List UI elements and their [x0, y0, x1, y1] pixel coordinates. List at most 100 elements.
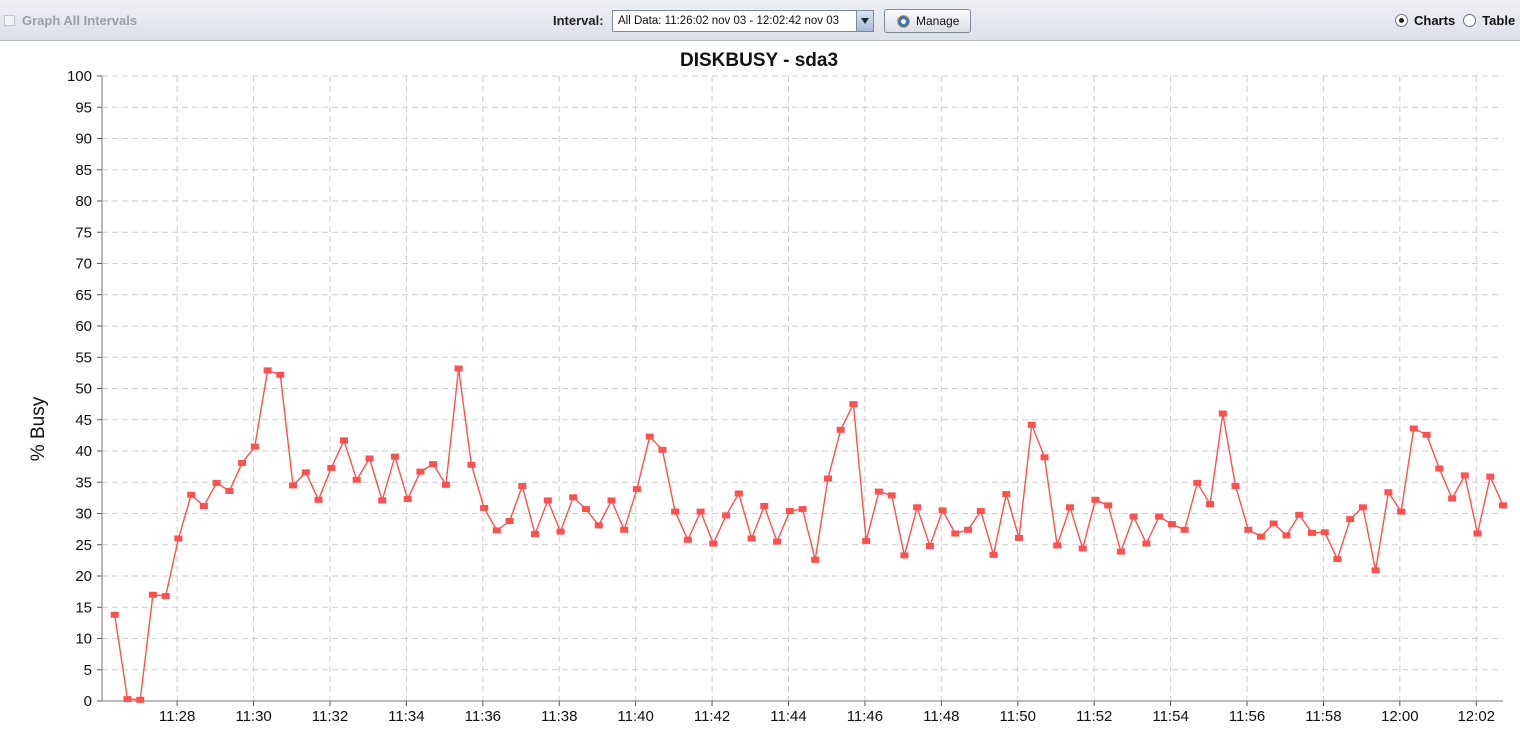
data-point	[1460, 472, 1469, 479]
data-point	[340, 437, 348, 444]
data-point	[913, 504, 922, 511]
data-point	[582, 506, 590, 513]
x-tick-label: 11:32	[312, 708, 348, 725]
y-tick-label: 40	[75, 443, 92, 460]
y-tick-label: 70	[75, 256, 92, 273]
data-point	[1206, 501, 1215, 508]
clock-icon	[897, 14, 910, 28]
data-point	[1269, 520, 1278, 527]
table-radio-label[interactable]: Table	[1482, 13, 1516, 28]
data-point	[238, 459, 247, 466]
chevron-down-icon[interactable]	[856, 11, 873, 31]
data-point	[1155, 513, 1164, 520]
y-tick-label: 60	[75, 318, 92, 335]
data-point	[1499, 502, 1507, 509]
data-point	[301, 469, 310, 476]
data-point	[874, 488, 883, 495]
data-point	[1002, 491, 1011, 498]
y-tick-label: 90	[75, 131, 92, 148]
x-tick-label: 11:48	[923, 708, 959, 725]
data-point	[976, 508, 985, 514]
y-tick-label: 85	[75, 162, 92, 179]
data-point	[1358, 504, 1367, 511]
data-point	[709, 540, 718, 547]
x-tick-label: 11:42	[694, 708, 730, 725]
table-radio[interactable]	[1463, 14, 1477, 27]
data-point	[1435, 465, 1444, 472]
data-point	[1142, 540, 1151, 547]
data-point	[1027, 421, 1036, 428]
axes: 0 5 10 15 20 25 30 35 40 45 50 55 60 65 70 75 80 85 90 95 10…	[67, 68, 1503, 725]
data-point	[1486, 473, 1495, 480]
data-point	[161, 593, 170, 599]
data-point	[174, 535, 183, 542]
data-point	[1091, 496, 1100, 503]
data-point	[1422, 431, 1431, 438]
chart-title: DISKBUSY - sda3	[680, 50, 838, 71]
data-point	[1257, 533, 1265, 540]
graph-all-intervals-checkbox[interactable]	[4, 15, 15, 26]
data-point	[620, 526, 629, 533]
data-point	[314, 496, 323, 503]
y-tick-label: 55	[75, 349, 92, 366]
y-tick-label: 30	[75, 506, 92, 523]
data-point	[429, 461, 438, 468]
data-point	[531, 531, 539, 538]
data-point	[734, 490, 743, 497]
data-point	[518, 483, 527, 489]
graph-all-intervals-toggle[interactable]: Graph All Intervals	[4, 13, 137, 28]
data-point	[1015, 534, 1023, 541]
data-point	[1218, 410, 1227, 417]
data-point	[1333, 556, 1342, 563]
data-point	[607, 497, 616, 504]
manage-button[interactable]: Manage	[884, 9, 971, 33]
data-point	[887, 492, 896, 499]
data-point	[1167, 521, 1176, 528]
data-point	[403, 496, 412, 503]
x-tick-label: 11:52	[1076, 708, 1112, 725]
data-point	[722, 512, 731, 519]
x-tick-label: 11:28	[159, 708, 195, 725]
data-point	[836, 426, 845, 433]
data-point	[212, 479, 221, 486]
data-point	[187, 491, 196, 498]
data-point	[1053, 542, 1062, 549]
data-point	[416, 468, 425, 475]
data-point	[492, 527, 501, 534]
data-point	[505, 518, 514, 524]
data-point	[658, 446, 667, 453]
charts-radio[interactable]	[1395, 14, 1408, 27]
data-point	[1066, 504, 1074, 511]
data-point	[480, 504, 489, 511]
data-point	[378, 497, 387, 504]
graph-all-intervals-label: Graph All Intervals	[22, 13, 138, 28]
x-tick-label: 11:50	[1000, 708, 1036, 725]
data-point	[696, 508, 705, 515]
x-tick-label: 11:34	[388, 708, 424, 725]
data-point	[1371, 567, 1380, 574]
data-point	[1078, 545, 1087, 552]
x-tick-label: 11:56	[1229, 708, 1265, 725]
data-point	[543, 497, 552, 504]
toolbar: Graph All Intervals Interval: All Data: …	[0, 0, 1520, 41]
data-point	[225, 488, 234, 494]
data-point	[1282, 532, 1291, 539]
data-point	[327, 464, 336, 471]
series-line	[114, 368, 1504, 701]
data-point	[136, 696, 145, 703]
y-tick-label: 20	[75, 568, 92, 585]
data-point	[925, 543, 934, 549]
y-tick-label: 0	[84, 693, 92, 710]
data-point	[1384, 489, 1393, 496]
data-point	[594, 522, 603, 529]
y-tick-label: 95	[75, 99, 92, 116]
interval-label: Interval:	[553, 13, 604, 28]
data-point	[900, 552, 909, 559]
interval-select[interactable]: All Data: 11:26:02 nov 03 - 12:02:42 nov…	[612, 10, 874, 32]
charts-radio-label[interactable]: Charts	[1414, 13, 1456, 28]
data-point	[989, 551, 998, 558]
data-point	[849, 401, 858, 408]
data-point	[951, 530, 960, 537]
y-tick-label: 80	[75, 193, 92, 210]
x-tick-label: 11:40	[617, 708, 653, 725]
